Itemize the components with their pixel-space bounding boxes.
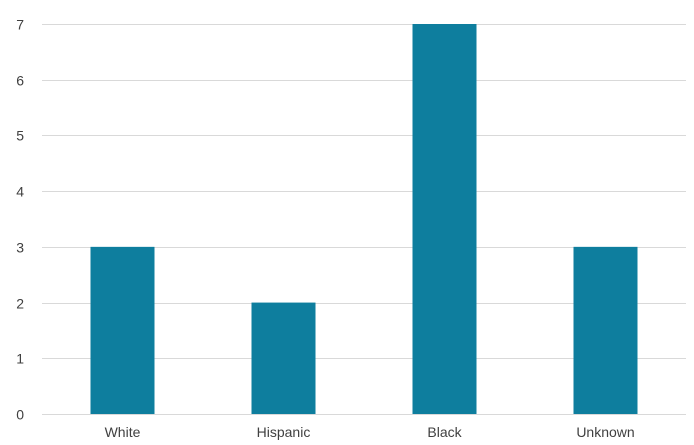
y-tick-label: 6	[16, 73, 24, 89]
x-tick-label: White	[105, 424, 141, 440]
y-tick-label: 7	[16, 17, 24, 33]
x-tick-label: Unknown	[576, 424, 634, 440]
y-tick-label: 1	[16, 351, 24, 367]
y-axis-ticks: 0 1 2 3 4 5 6 7	[16, 17, 24, 423]
y-tick-label: 4	[16, 184, 24, 200]
bar-hispanic	[251, 302, 316, 414]
x-axis-ticks: White Hispanic Black Unknown	[105, 424, 635, 440]
x-tick-label: Black	[427, 424, 462, 440]
y-tick-label: 2	[16, 296, 24, 312]
y-tick-label: 3	[16, 240, 24, 256]
bar-white	[90, 246, 155, 414]
x-tick-label: Hispanic	[257, 424, 311, 440]
bar-black	[412, 24, 477, 414]
y-tick-label: 0	[16, 407, 24, 423]
bars-layer	[90, 24, 638, 414]
bar-unknown	[573, 246, 638, 414]
y-tick-label: 5	[16, 128, 24, 144]
